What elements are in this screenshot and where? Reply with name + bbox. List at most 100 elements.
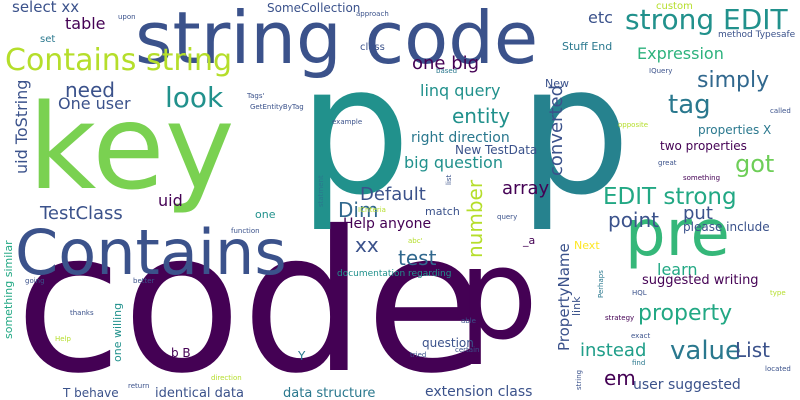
word-help: Help: [55, 335, 71, 343]
word-simply: simply: [697, 68, 770, 93]
word-key: key: [28, 78, 235, 216]
word-user-suggested: user suggested: [633, 377, 741, 393]
word-icriteria: ICriteria: [358, 206, 386, 214]
word-something: something: [683, 174, 721, 182]
word-great: great: [658, 159, 677, 167]
word-example: example: [332, 118, 363, 126]
word-match: match: [425, 205, 460, 218]
word-suggested-writing: suggested writing: [642, 273, 759, 288]
word-properties-x: properties X: [698, 123, 772, 137]
word-hql: HQL: [632, 289, 647, 297]
word-strong-edit: strong EDIT: [625, 3, 788, 36]
word-able: able: [461, 317, 476, 325]
word-documentation-regarding: documentation regarding: [337, 269, 452, 279]
word-find: find: [632, 359, 646, 367]
word-string-code: string code: [135, 0, 539, 80]
word-abc: abc': [408, 237, 423, 245]
word-number: number: [463, 179, 487, 258]
word-data-structure: data structure: [283, 386, 376, 400]
word-value: value: [670, 336, 742, 366]
word-return: return: [128, 382, 150, 390]
word-select-xx: select xx: [12, 0, 80, 16]
word-linq-query: linq query: [420, 81, 501, 100]
word-upon: upon: [118, 13, 136, 21]
word-new: New: [545, 77, 569, 90]
word-link: link: [570, 296, 583, 316]
word-property: property: [638, 301, 733, 326]
word-based: based: [436, 67, 458, 75]
word-tag: tag: [668, 90, 711, 120]
word-t-behave: T behave: [63, 386, 119, 400]
word-query: query: [497, 213, 518, 221]
word-new-testdata: New TestData: [455, 143, 538, 157]
word-located: located: [765, 365, 791, 373]
word-array: array: [502, 178, 550, 199]
word-testclass: TestClass: [40, 203, 123, 224]
word-y: Y: [298, 349, 306, 363]
word-perhaps: Perhaps: [597, 270, 605, 298]
word-learn: learn: [657, 260, 698, 279]
word-p: p: [298, 27, 411, 234]
word-string: string: [575, 369, 583, 390]
word-put: put: [683, 203, 713, 224]
word-two-properties: two properties: [660, 139, 747, 153]
word-test: test: [398, 246, 437, 270]
word-question: question: [422, 336, 474, 350]
word-edit-strong: EDIT strong: [603, 184, 737, 210]
word-point: point: [608, 208, 660, 232]
word-tried: tried: [410, 351, 427, 359]
word-one-big: one big: [412, 53, 480, 74]
word-look: look: [165, 81, 224, 114]
word-list: list: [445, 174, 453, 185]
word-function: function: [231, 227, 260, 235]
word-a: _a: [523, 234, 536, 247]
word-p: p: [518, 27, 631, 234]
word-type: type: [770, 289, 786, 297]
word-class: class: [360, 42, 385, 53]
word-please-include: please include: [683, 220, 770, 234]
word-em: em: [604, 366, 636, 390]
word-help-anyone: Help anyone: [343, 216, 432, 232]
word-better: better: [133, 277, 155, 285]
word-getentitybytag: GetEntityByTag: [250, 103, 304, 111]
word-certain: certain: [455, 346, 480, 354]
word-one-willing: one willing: [111, 302, 124, 362]
word-pre: pre: [625, 197, 730, 271]
word-big-question: big question: [404, 153, 503, 172]
word-thanks: thanks: [70, 309, 94, 317]
word-stuff-end: Stuff End: [562, 40, 613, 53]
word-code: code: [15, 189, 486, 400]
word-something-similar: something similar: [2, 240, 15, 339]
word-next: Next: [574, 239, 600, 252]
word-custom: custom: [656, 1, 693, 12]
word-strategy: strategy: [605, 314, 635, 322]
word-list: List: [735, 338, 770, 362]
word-uid-tostring: uid ToString: [12, 79, 31, 174]
word-identical-data: identical data: [155, 386, 244, 400]
word-called: called: [770, 107, 791, 115]
word-set: set: [40, 34, 56, 45]
word-one: one: [255, 208, 276, 221]
word-right-direction: right direction: [411, 130, 510, 146]
word-statment: statment: [317, 175, 325, 207]
word-opposite: opposite: [618, 121, 649, 129]
word-p: p: [458, 221, 538, 368]
word-etc: etc: [588, 8, 613, 27]
word-contains: Contains: [15, 216, 287, 289]
word-expression: Expression: [637, 44, 724, 63]
word-somecollection: SomeCollection: [267, 1, 361, 15]
word-one-user: One user: [58, 94, 131, 113]
word-approach: approach: [356, 10, 389, 18]
word-dim: Dim: [338, 198, 379, 222]
word-going: going: [25, 277, 45, 285]
word-iquery: IQuery: [649, 67, 673, 75]
word-table: table: [65, 14, 106, 33]
word-instead: instead: [580, 340, 647, 361]
word-direction: direction: [211, 374, 242, 382]
word-contains-string: Contains string: [5, 43, 233, 78]
word-need: need: [65, 78, 115, 102]
word-entity: entity: [452, 104, 511, 128]
word-default: Default: [360, 184, 426, 205]
word-converted: converted: [546, 84, 567, 176]
